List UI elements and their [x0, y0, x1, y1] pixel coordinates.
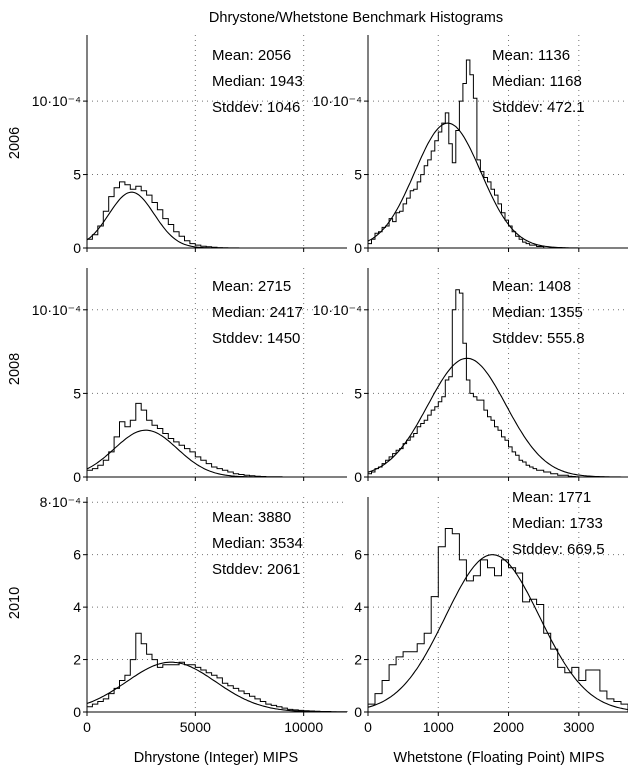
y-tick-label: 5 [354, 167, 362, 183]
stats-line: Stddev: 1450 [212, 330, 300, 347]
y-tick-label: 6 [73, 547, 81, 563]
gaussian-fit-curve [86, 429, 347, 478]
stats-line: Mean: 2715 [212, 278, 291, 295]
y-tick-label: 0 [73, 704, 81, 720]
x-tick-label: 3000 [563, 719, 594, 735]
x-tick-label: 10000 [284, 719, 323, 735]
chart-title: Dhrystone/Whetstone Benchmark Histograms [209, 10, 503, 26]
stats-line: Median: 1168 [492, 73, 582, 90]
y-tick-label: 2 [354, 652, 362, 668]
gaussian-fit-curve [86, 191, 347, 249]
panel-r1-c1: 0 5 10·10⁻⁴ Mean: 1408 Median: 1355 Stddev: 5… [313, 268, 628, 485]
stats-line: Stddev: 669.5 [512, 541, 605, 558]
y-tick-label: 5 [73, 385, 81, 401]
y-tick-label: 0 [73, 469, 81, 485]
y-tick-label: 0 [354, 704, 362, 720]
histogram-panels: 0 5 10·10⁻⁴ Mean: 2056 Median: 1943 Stddev: 1… [32, 35, 628, 735]
x-tick-label: 2000 [493, 719, 524, 735]
stats-line: Stddev: 1046 [212, 99, 300, 116]
histogram-steps [367, 59, 628, 249]
stats-line: Mean: 2056 [212, 47, 291, 64]
y-tick-label: 5 [354, 385, 362, 401]
y-tick-label: 8·10⁻⁴ [40, 494, 81, 510]
y-tick-label: 0 [354, 240, 362, 256]
x-tick-label: 1000 [423, 719, 454, 735]
y-tick-label: 0 [73, 240, 81, 256]
panel-r2-c0: 0 2 4 6 8·10⁻⁴ 0 5000 10000 Mean: 3880 Median: 35… [40, 494, 348, 735]
gaussian-fit-curve [367, 554, 628, 711]
y-tick-label: 5 [73, 167, 81, 183]
stats-line: Median: 2417 [212, 304, 303, 321]
stats-line: Mean: 1408 [492, 278, 571, 295]
histogram-steps [86, 402, 347, 478]
y-tick-label: 6 [354, 547, 362, 563]
gaussian-fit-curve [86, 661, 347, 713]
stats-line: Median: 1355 [492, 304, 583, 321]
y-tick-label: 4 [354, 599, 362, 615]
stats-line: Median: 3534 [212, 535, 303, 552]
x-tick-label: 0 [364, 719, 372, 735]
x-axis-label-whetstone: Whetstone (Floating Point) MIPS [393, 750, 604, 766]
stats-line: Median: 1733 [512, 515, 603, 532]
row-label-2008: 2008 [7, 353, 23, 385]
stats-line: Mean: 1771 [512, 489, 591, 506]
y-tick-label: 4 [73, 599, 81, 615]
panel-r0-c0: 0 5 10·10⁻⁴ Mean: 2056 Median: 1943 Stddev: 1… [32, 35, 347, 256]
y-tick-label: 10·10⁻⁴ [313, 93, 362, 109]
row-label-2006: 2006 [7, 127, 23, 159]
y-tick-label: 10·10⁻⁴ [313, 302, 362, 318]
stats-line: Median: 1943 [212, 73, 303, 90]
stats-line: Stddev: 2061 [212, 561, 300, 578]
stats-line: Stddev: 472.1 [492, 99, 585, 116]
row-label-2010: 2010 [7, 587, 23, 619]
y-tick-label: 10·10⁻⁴ [32, 93, 81, 109]
stats-line: Mean: 3880 [212, 509, 291, 526]
panel-r1-c0: 0 5 10·10⁻⁴ Mean: 2715 Median: 2417 Stddev: 1… [32, 268, 347, 485]
histogram-steps [86, 632, 348, 713]
x-tick-label: 5000 [180, 719, 211, 735]
y-tick-label: 0 [354, 469, 362, 485]
panel-r0-c1: 0 5 10·10⁻⁴ Mean: 1136 Median: 1168 Stddev: 4… [313, 35, 628, 256]
histogram-steps [367, 528, 628, 712]
x-axis-label-dhrystone: Dhrystone (Integer) MIPS [134, 750, 298, 766]
histogram-steps [86, 181, 347, 249]
y-tick-label: 10·10⁻⁴ [32, 302, 81, 318]
stats-line: Stddev: 555.8 [492, 330, 585, 347]
panel-r2-c1: 0 2 4 6 0 1000 2000 3000 Mean: 1771 Median: 1733 S… [354, 489, 628, 735]
stats-line: Mean: 1136 [492, 47, 570, 64]
gaussian-fit-curve [367, 122, 628, 249]
gaussian-fit-curve [367, 357, 628, 478]
y-tick-label: 2 [73, 652, 81, 668]
x-tick-label: 0 [83, 719, 91, 735]
